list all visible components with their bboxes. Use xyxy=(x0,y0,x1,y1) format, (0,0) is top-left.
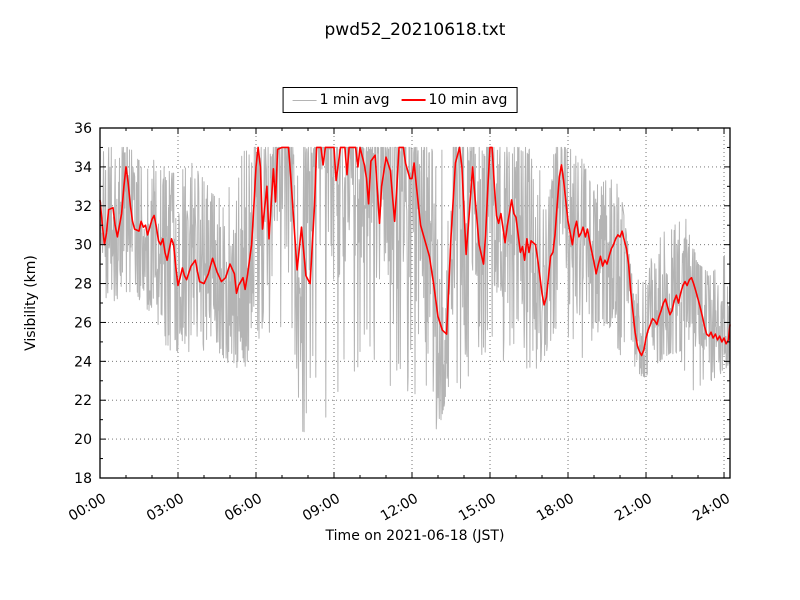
x-tick-label: 09:00 xyxy=(300,491,343,525)
x-tick-label: 03:00 xyxy=(144,491,187,525)
y-tick-label: 22 xyxy=(74,393,92,409)
y-tick-label: 32 xyxy=(74,199,92,215)
series-10min-avg-line xyxy=(99,146,731,357)
x-tick-label: 12:00 xyxy=(378,491,421,525)
y-tick-label: 28 xyxy=(74,277,92,293)
x-tick-label: 18:00 xyxy=(534,491,577,525)
legend-line-sample-gray xyxy=(292,99,317,101)
y-tick-label: 20 xyxy=(74,432,92,448)
chart-title: pwd52_20210618.txt xyxy=(324,20,506,40)
y-tick-label: 18 xyxy=(74,471,92,487)
x-tick-label: 15:00 xyxy=(456,491,499,525)
x-axis-label: Time on 2021-06-18 (JST) xyxy=(325,528,505,544)
legend-item-1min-avg: 1 min avg xyxy=(292,92,390,108)
legend-label-1min-avg: 1 min avg xyxy=(319,92,390,108)
x-tick-label: 06:00 xyxy=(222,491,265,525)
legend-item-10min-avg: 10 min avg xyxy=(401,92,508,108)
y-axis-label: Visibility (km) xyxy=(23,255,39,351)
x-tick-label: 00:00 xyxy=(66,491,109,525)
legend-label-10min-avg: 10 min avg xyxy=(428,92,508,108)
y-axis-label-wrap: Visibility (km) xyxy=(22,253,40,353)
y-tick-label: 30 xyxy=(74,238,92,254)
legend: 1 min avg 10 min avg xyxy=(282,87,518,113)
y-tick-label: 24 xyxy=(74,354,92,370)
series-1min-avg-line xyxy=(99,146,731,433)
y-tick-label: 36 xyxy=(74,121,92,137)
y-tick-label: 34 xyxy=(74,160,92,176)
x-tick-label: 21:00 xyxy=(612,491,655,525)
legend-line-sample-red xyxy=(401,99,426,101)
y-tick-label: 26 xyxy=(74,315,92,331)
x-tick-label: 24:00 xyxy=(690,491,733,525)
